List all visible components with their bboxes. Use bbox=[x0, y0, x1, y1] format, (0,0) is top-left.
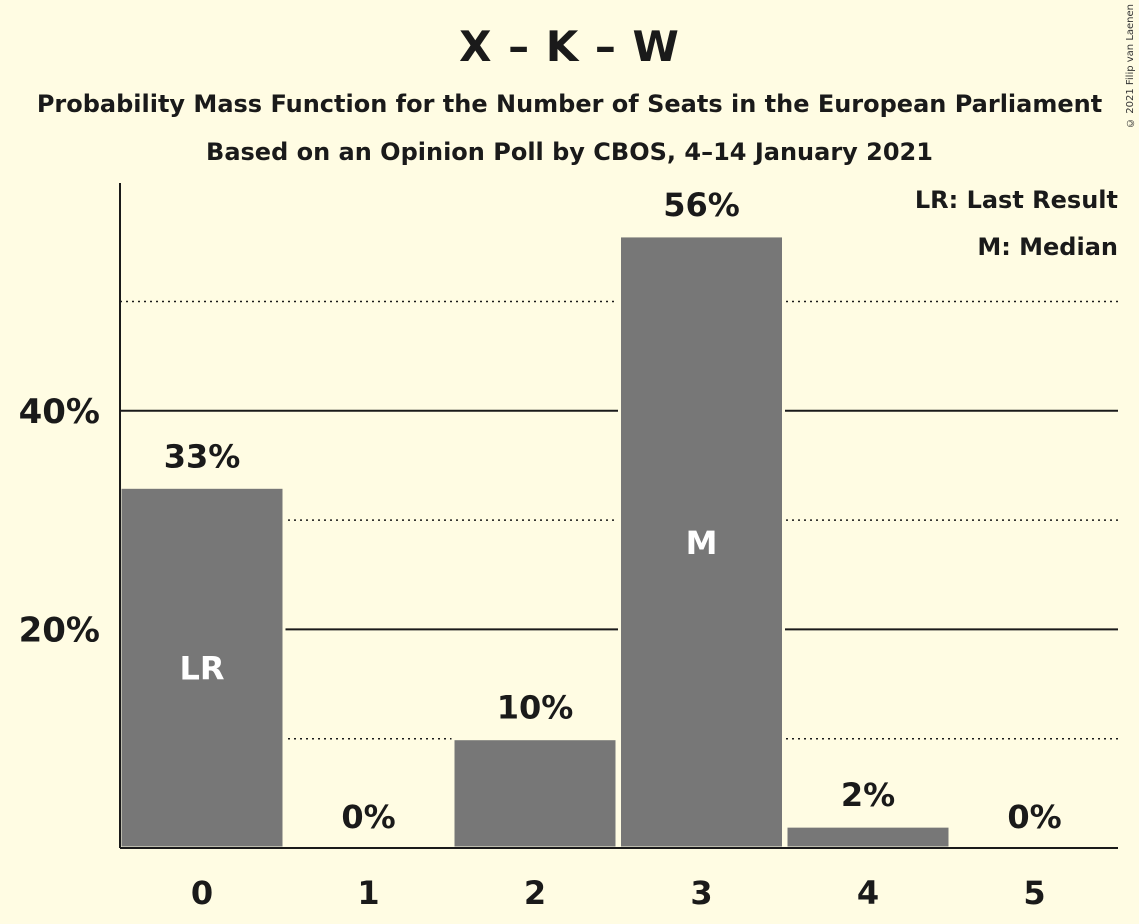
bar bbox=[118, 485, 286, 850]
bar bbox=[618, 234, 785, 850]
bar-value-label: 0% bbox=[1007, 798, 1061, 836]
bar-value-label: 33% bbox=[164, 437, 241, 475]
axes bbox=[119, 183, 1118, 849]
bars bbox=[118, 234, 952, 850]
legend-median: M: Median bbox=[977, 233, 1118, 261]
x-tick-label: 3 bbox=[690, 874, 712, 912]
x-tick-label: 2 bbox=[524, 874, 546, 912]
x-tick-label: 1 bbox=[357, 874, 379, 912]
bar-value-label: 56% bbox=[663, 186, 740, 224]
chart-subtitle: Probability Mass Function for the Number… bbox=[36, 90, 1103, 118]
bar-marker-label: LR bbox=[179, 650, 224, 688]
chart-title: X – K – W bbox=[459, 22, 680, 71]
x-tick-label: 4 bbox=[857, 874, 879, 912]
bar bbox=[451, 737, 619, 850]
bar bbox=[784, 824, 952, 850]
y-tick-label: 40% bbox=[19, 392, 100, 432]
bar-value-label: 10% bbox=[497, 689, 574, 727]
x-tick-label: 5 bbox=[1023, 874, 1045, 912]
chart-subtitle-source: Based on an Opinion Poll by CBOS, 4–14 J… bbox=[206, 138, 933, 166]
bar-marker-label: M bbox=[686, 524, 718, 562]
bar-value-label: 0% bbox=[341, 798, 395, 836]
x-tick-label: 0 bbox=[191, 874, 213, 912]
bar-value-label: 2% bbox=[841, 776, 895, 814]
legend-last-result: LR: Last Result bbox=[914, 186, 1118, 214]
y-tick-label: 20% bbox=[19, 610, 100, 650]
